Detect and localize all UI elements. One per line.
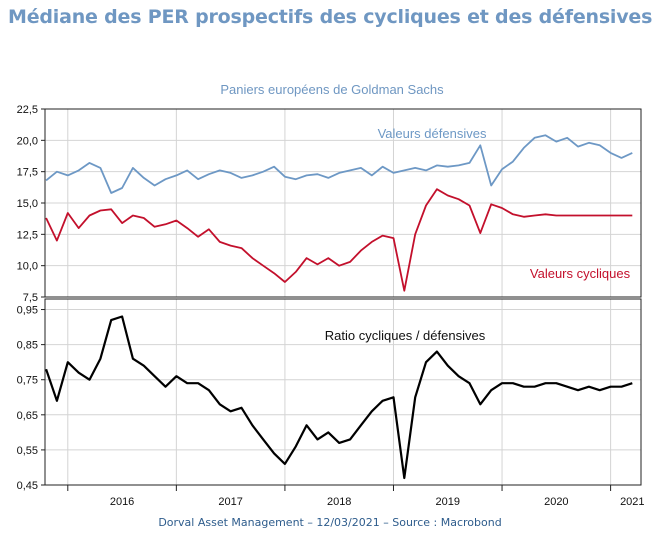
cycliques-series-label: Valeurs cycliques [530, 266, 631, 281]
top-y-tick-label: 10,0 [17, 261, 38, 273]
bottom-panel-grid [45, 299, 641, 486]
x-tick-label: 2021 [620, 496, 644, 508]
bottom-y-tick-label: 0,75 [17, 375, 38, 387]
top-y-axis: 7,5 10,0 12,5 15,0 17,5 20,0 22,5 [17, 104, 45, 304]
defensives-series-label: Valeurs défensives [378, 126, 487, 141]
top-series-line-1 [45, 188, 633, 292]
bottom-y-tick-label: 0,65 [17, 410, 38, 422]
top-y-tick-label: 20,0 [17, 135, 38, 147]
x-tick-label: 2020 [544, 496, 568, 508]
x-tick-label: 2018 [327, 496, 351, 508]
bottom-y-axis: 0,45 0,55 0,65 0,75 0,85 0,95 [17, 305, 45, 492]
top-y-tick-label: 15,0 [17, 198, 38, 210]
x-axis: 2016 2017 2018 2019 2020 2021 [67, 485, 645, 508]
bottom-panel-frame [44, 298, 642, 486]
bottom-y-tick-label: 0,85 [17, 340, 38, 352]
top-series-line-0 [45, 134, 633, 194]
ratio-series-label: Ratio cycliques / défensives [325, 328, 486, 343]
top-y-tick-label: 7,5 [23, 292, 38, 304]
top-subtitle: Paniers européens de Goldman Sachs [220, 82, 444, 97]
source-footer: Dorval Asset Management – 12/03/2021 – S… [158, 516, 502, 529]
series-layer [45, 134, 633, 480]
top-y-tick-label: 17,5 [17, 167, 38, 179]
bottom-y-tick-label: 0,45 [17, 480, 38, 492]
top-y-tick-label: 12,5 [17, 229, 38, 241]
x-tick-label: 2017 [218, 496, 242, 508]
x-tick-label: 2019 [436, 496, 460, 508]
chart-title: Médiane des PER prospectifs des cyclique… [8, 6, 653, 28]
x-tick-label: 2016 [110, 496, 134, 508]
bottom-y-tick-label: 0,55 [17, 445, 38, 457]
bottom-series-line-0 [45, 315, 633, 480]
top-y-tick-label: 22,5 [17, 104, 38, 116]
bottom-y-tick-label: 0,95 [17, 305, 38, 317]
